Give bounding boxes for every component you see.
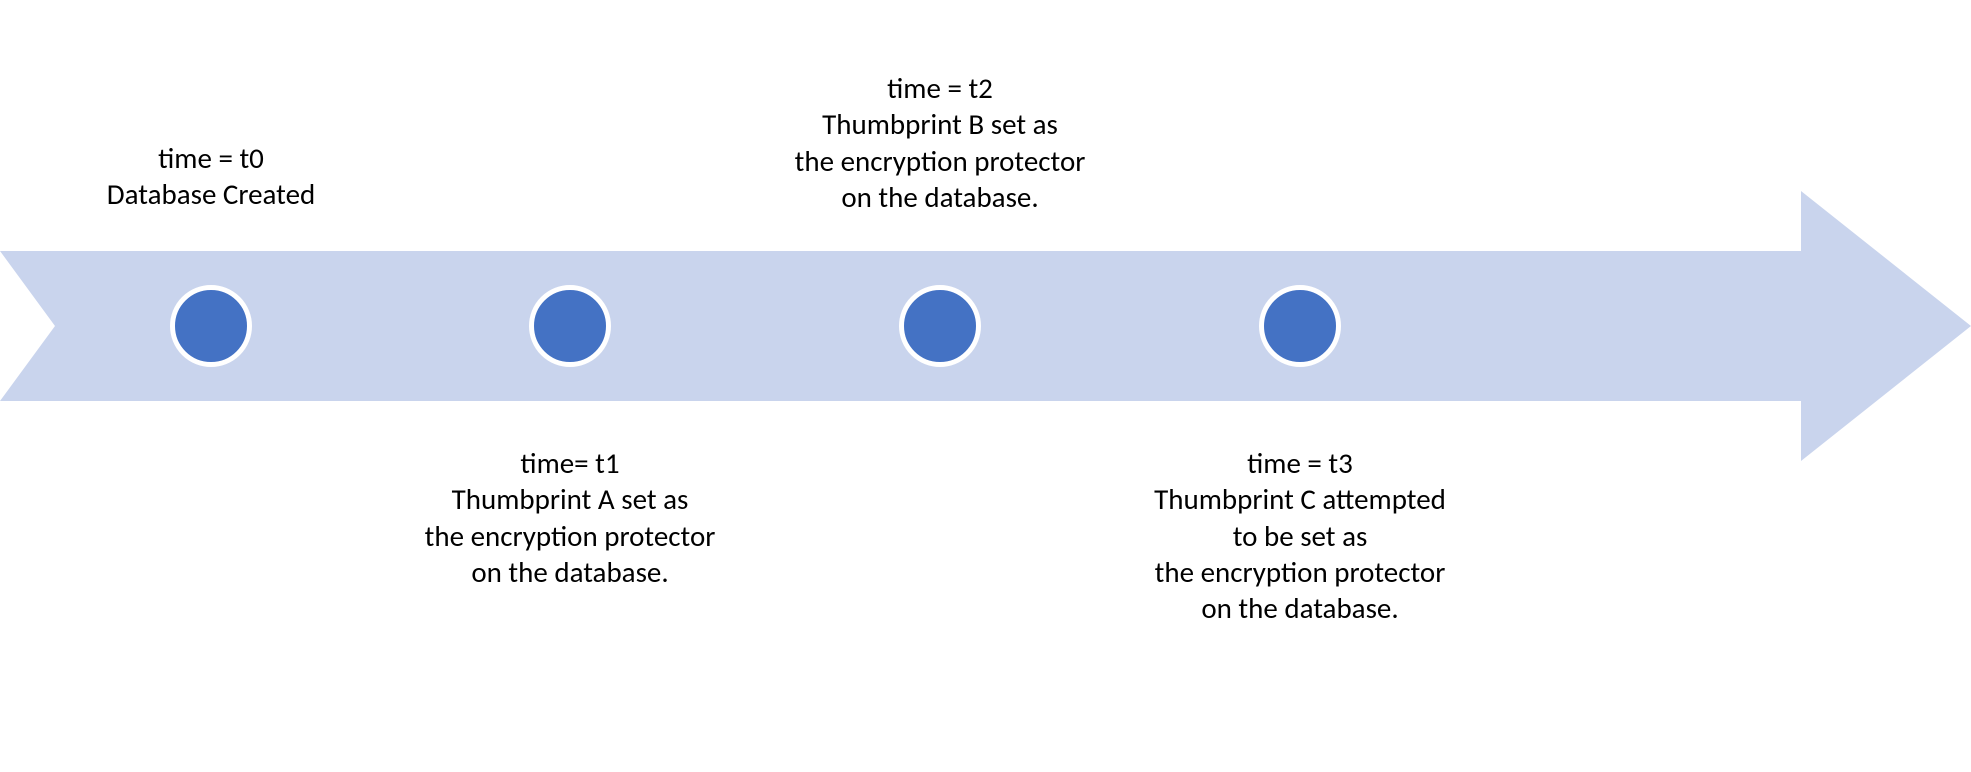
event-label-text: time = t2 Thumbprint B set as the encryp… (795, 70, 1086, 215)
event-dot-t3 (1259, 285, 1341, 367)
event-label-text: time= t1 Thumbprint A set as the encrypt… (425, 445, 716, 590)
event-label-text: time = t3 Thumbprint C attempted to be s… (1154, 445, 1446, 626)
event-label-t0: time = t0 Database Created (107, 140, 315, 213)
event-label-t1: time= t1 Thumbprint A set as the encrypt… (425, 445, 716, 590)
event-dot-t0 (170, 285, 252, 367)
event-label-t2: time = t2 Thumbprint B set as the encryp… (795, 70, 1086, 215)
timeline-diagram: time = t0 Database Created time= t1 Thum… (0, 0, 1971, 772)
event-dot-t2 (899, 285, 981, 367)
event-dot-t1 (529, 285, 611, 367)
event-label-t3: time = t3 Thumbprint C attempted to be s… (1154, 445, 1446, 626)
arrow-polygon (0, 191, 1971, 461)
event-label-text: time = t0 Database Created (107, 140, 315, 212)
